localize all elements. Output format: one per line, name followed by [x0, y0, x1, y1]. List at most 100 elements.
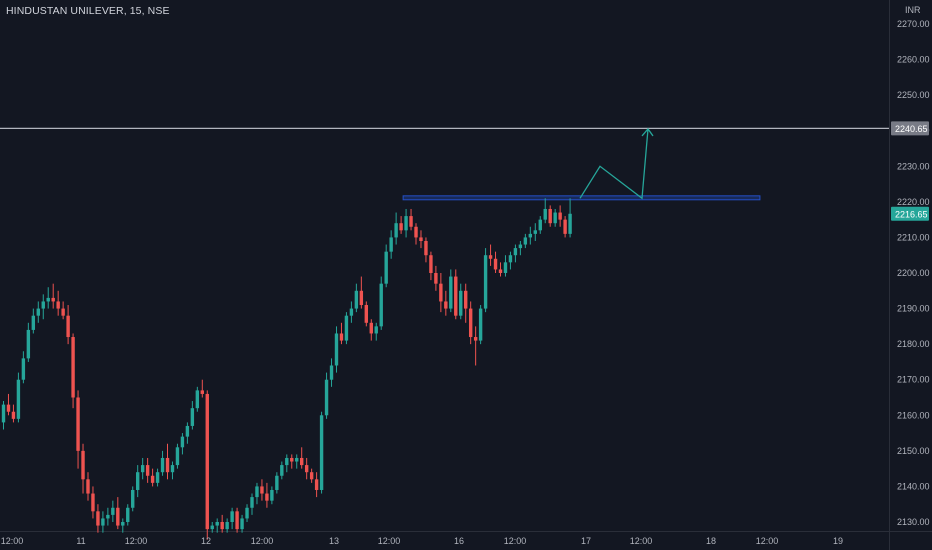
- candle: [369, 319, 373, 341]
- candle: [464, 283, 468, 323]
- candle-body: [135, 472, 140, 490]
- candle: [434, 265, 438, 291]
- candle-body: [41, 301, 45, 309]
- last-price-badge-text: 2216.65: [895, 209, 928, 219]
- candle-body: [309, 472, 314, 480]
- candle-body: [369, 322, 373, 334]
- candle: [260, 479, 264, 501]
- candle-body: [429, 255, 433, 273]
- projection-arrowhead[interactable]: [641, 127, 654, 137]
- candle-body: [180, 436, 185, 448]
- candle-body: [523, 237, 528, 245]
- candle-body: [86, 479, 90, 494]
- candle-body: [364, 305, 369, 323]
- price-tick-label: 2150.00: [897, 446, 930, 456]
- candle: [324, 372, 329, 419]
- candle: [290, 454, 294, 469]
- candle-body: [36, 308, 40, 316]
- candle-body: [493, 258, 498, 270]
- candle: [71, 333, 75, 409]
- candle-body: [250, 497, 254, 508]
- candle: [230, 507, 234, 530]
- candle-body: [210, 525, 214, 530]
- candle: [11, 404, 16, 423]
- candle: [220, 514, 224, 533]
- candle: [21, 351, 26, 384]
- candle: [240, 514, 244, 533]
- candle: [86, 472, 90, 501]
- candle: [295, 454, 299, 469]
- candle: [150, 468, 155, 487]
- time-axis[interactable]: 12:00 11 12:00 12 12:00 13 12:00 16 12:00 17 12:00…: [1, 536, 843, 546]
- candle: [538, 216, 542, 234]
- candle: [195, 386, 200, 412]
- candle: [135, 465, 140, 498]
- candle: [548, 205, 552, 227]
- candle-body: [106, 514, 110, 519]
- candle: [155, 468, 160, 487]
- candle-body: [200, 390, 204, 394]
- candle: [354, 283, 359, 313]
- candle-body: [339, 333, 344, 341]
- candle: [31, 308, 36, 334]
- candle-body: [314, 479, 319, 490]
- candle: [483, 248, 488, 313]
- price-tick-label: 2270.00: [897, 19, 930, 29]
- candle: [180, 433, 185, 455]
- candle-body: [404, 216, 408, 231]
- time-tick-label: 16: [454, 536, 464, 546]
- hline-price-badge: [891, 121, 929, 136]
- candle: [364, 301, 369, 327]
- candle-body: [150, 475, 155, 483]
- candle: [394, 212, 398, 245]
- candle-body: [354, 290, 359, 309]
- candle-body: [91, 493, 95, 512]
- candle-body: [528, 233, 533, 238]
- candle-body: [6, 404, 11, 412]
- candle-body: [131, 489, 135, 508]
- candle-body: [160, 457, 165, 473]
- candle-body: [414, 226, 418, 238]
- candle: [498, 262, 503, 277]
- candle-body: [478, 308, 483, 341]
- candle-body: [116, 507, 120, 526]
- candle: [185, 422, 190, 444]
- candle-body: [454, 276, 458, 316]
- candle-body: [16, 379, 21, 419]
- candle: [543, 198, 547, 224]
- candle: [46, 287, 50, 309]
- candle: [175, 443, 180, 469]
- candle-body: [240, 518, 244, 530]
- candle-body: [513, 248, 518, 256]
- candle: [528, 226, 533, 245]
- candle: [91, 486, 95, 519]
- candle-body: [235, 511, 239, 530]
- time-tick-label: 13: [329, 536, 339, 546]
- projection-path[interactable]: [579, 128, 649, 200]
- candle-body: [155, 472, 160, 483]
- candle: [210, 522, 214, 533]
- projection-path-layer[interactable]: [579, 127, 654, 200]
- candle-body: [464, 290, 468, 309]
- candle: [36, 301, 40, 323]
- candle: [280, 461, 284, 480]
- candle: [250, 493, 254, 515]
- candle: [439, 273, 443, 313]
- candle: [126, 504, 130, 526]
- candle-body: [51, 297, 55, 302]
- candle: [190, 401, 195, 430]
- candle: [478, 305, 483, 345]
- candle-body: [76, 397, 80, 451]
- candle-body: [220, 522, 224, 530]
- time-tick-label: 19: [833, 536, 843, 546]
- time-tick-label: 12:00: [125, 536, 148, 546]
- candle: [304, 457, 309, 480]
- candle: [145, 457, 150, 483]
- candle-body: [319, 415, 324, 490]
- candle-body: [563, 219, 567, 234]
- candle-body: [533, 230, 537, 234]
- candle-body: [175, 447, 180, 466]
